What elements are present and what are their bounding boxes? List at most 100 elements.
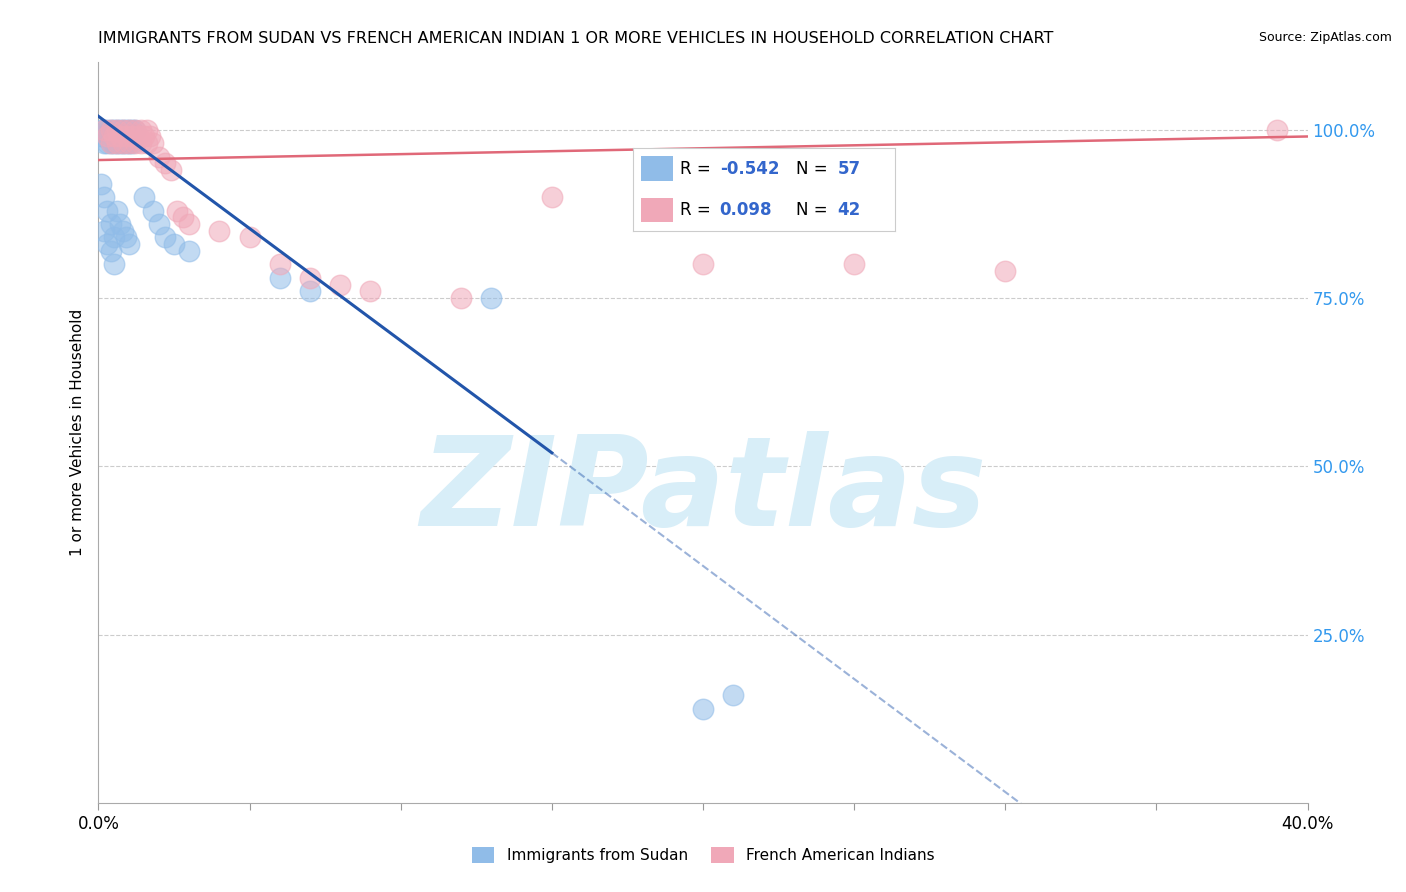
Point bbox=[103, 136, 125, 151]
Point bbox=[114, 136, 136, 151]
Point bbox=[723, 688, 745, 702]
Point bbox=[90, 177, 112, 191]
Point bbox=[540, 190, 562, 204]
Text: 57: 57 bbox=[838, 160, 860, 178]
Point bbox=[142, 136, 165, 151]
Y-axis label: 1 or more Vehicles in Household: 1 or more Vehicles in Household bbox=[69, 309, 84, 557]
Point bbox=[96, 136, 118, 151]
Point bbox=[121, 129, 143, 144]
Point bbox=[105, 122, 128, 136]
Point bbox=[166, 203, 188, 218]
Text: -0.542: -0.542 bbox=[720, 160, 779, 178]
Point bbox=[105, 136, 128, 151]
Point bbox=[103, 230, 125, 244]
Point bbox=[179, 217, 201, 231]
Point bbox=[100, 217, 122, 231]
Point bbox=[148, 217, 170, 231]
Point bbox=[111, 129, 134, 144]
Point bbox=[269, 270, 291, 285]
Point bbox=[844, 257, 866, 271]
Text: R =: R = bbox=[681, 201, 721, 219]
Point bbox=[121, 122, 143, 136]
Point bbox=[299, 285, 322, 299]
Point bbox=[450, 291, 472, 305]
Point bbox=[1267, 122, 1289, 136]
Point bbox=[93, 122, 115, 136]
Point bbox=[114, 230, 136, 244]
Point bbox=[96, 122, 118, 136]
Point bbox=[121, 136, 143, 151]
Point bbox=[111, 122, 134, 136]
Point bbox=[692, 701, 714, 715]
Point bbox=[139, 129, 162, 144]
Point bbox=[96, 129, 118, 144]
Text: IMMIGRANTS FROM SUDAN VS FRENCH AMERICAN INDIAN 1 OR MORE VEHICLES IN HOUSEHOLD : IMMIGRANTS FROM SUDAN VS FRENCH AMERICAN… bbox=[98, 31, 1053, 46]
Point bbox=[118, 122, 141, 136]
Point bbox=[129, 136, 152, 151]
Text: Source: ZipAtlas.com: Source: ZipAtlas.com bbox=[1258, 31, 1392, 45]
Point bbox=[692, 257, 714, 271]
Point bbox=[114, 122, 136, 136]
Text: N =: N = bbox=[796, 160, 832, 178]
Point bbox=[93, 136, 115, 151]
Point bbox=[100, 136, 122, 151]
Point bbox=[135, 136, 157, 151]
Point bbox=[100, 136, 122, 151]
Point bbox=[111, 136, 134, 151]
Point bbox=[96, 129, 118, 144]
Point bbox=[299, 270, 322, 285]
Point bbox=[124, 122, 146, 136]
Point bbox=[108, 122, 131, 136]
Point bbox=[118, 136, 141, 151]
Point bbox=[111, 122, 134, 136]
Point bbox=[329, 277, 352, 292]
Point bbox=[96, 203, 118, 218]
Point bbox=[105, 203, 128, 218]
Point bbox=[90, 129, 112, 144]
Point bbox=[96, 237, 118, 252]
Point bbox=[160, 163, 183, 178]
Point bbox=[360, 285, 382, 299]
Point bbox=[93, 224, 115, 238]
Point bbox=[108, 129, 131, 144]
Point bbox=[118, 122, 141, 136]
Point bbox=[481, 291, 503, 305]
Text: 0.098: 0.098 bbox=[720, 201, 772, 219]
Point bbox=[118, 136, 141, 151]
Point bbox=[129, 122, 152, 136]
Bar bbox=[641, 156, 672, 181]
Point bbox=[105, 122, 128, 136]
Point bbox=[105, 136, 128, 151]
Text: N =: N = bbox=[796, 201, 832, 219]
Point bbox=[114, 129, 136, 144]
Bar bbox=[641, 198, 672, 222]
Point bbox=[148, 150, 170, 164]
Point bbox=[114, 129, 136, 144]
Point bbox=[93, 190, 115, 204]
Point bbox=[153, 230, 176, 244]
Text: R =: R = bbox=[681, 160, 717, 178]
Point bbox=[135, 122, 157, 136]
Point bbox=[108, 136, 131, 151]
Point bbox=[111, 136, 134, 151]
Point bbox=[100, 244, 122, 258]
Point bbox=[179, 244, 201, 258]
Point bbox=[100, 129, 122, 144]
Point bbox=[100, 122, 122, 136]
Point bbox=[103, 129, 125, 144]
Point bbox=[142, 203, 165, 218]
Point bbox=[208, 224, 231, 238]
Point bbox=[118, 237, 141, 252]
Point bbox=[239, 230, 262, 244]
Point bbox=[124, 136, 146, 151]
Point bbox=[121, 129, 143, 144]
Point bbox=[132, 190, 155, 204]
Point bbox=[153, 156, 176, 170]
Text: 42: 42 bbox=[838, 201, 860, 219]
Legend: Immigrants from Sudan, French American Indians: Immigrants from Sudan, French American I… bbox=[465, 841, 941, 869]
Point bbox=[172, 211, 194, 225]
Point bbox=[118, 129, 141, 144]
Point bbox=[108, 217, 131, 231]
Point bbox=[93, 122, 115, 136]
Point bbox=[103, 122, 125, 136]
